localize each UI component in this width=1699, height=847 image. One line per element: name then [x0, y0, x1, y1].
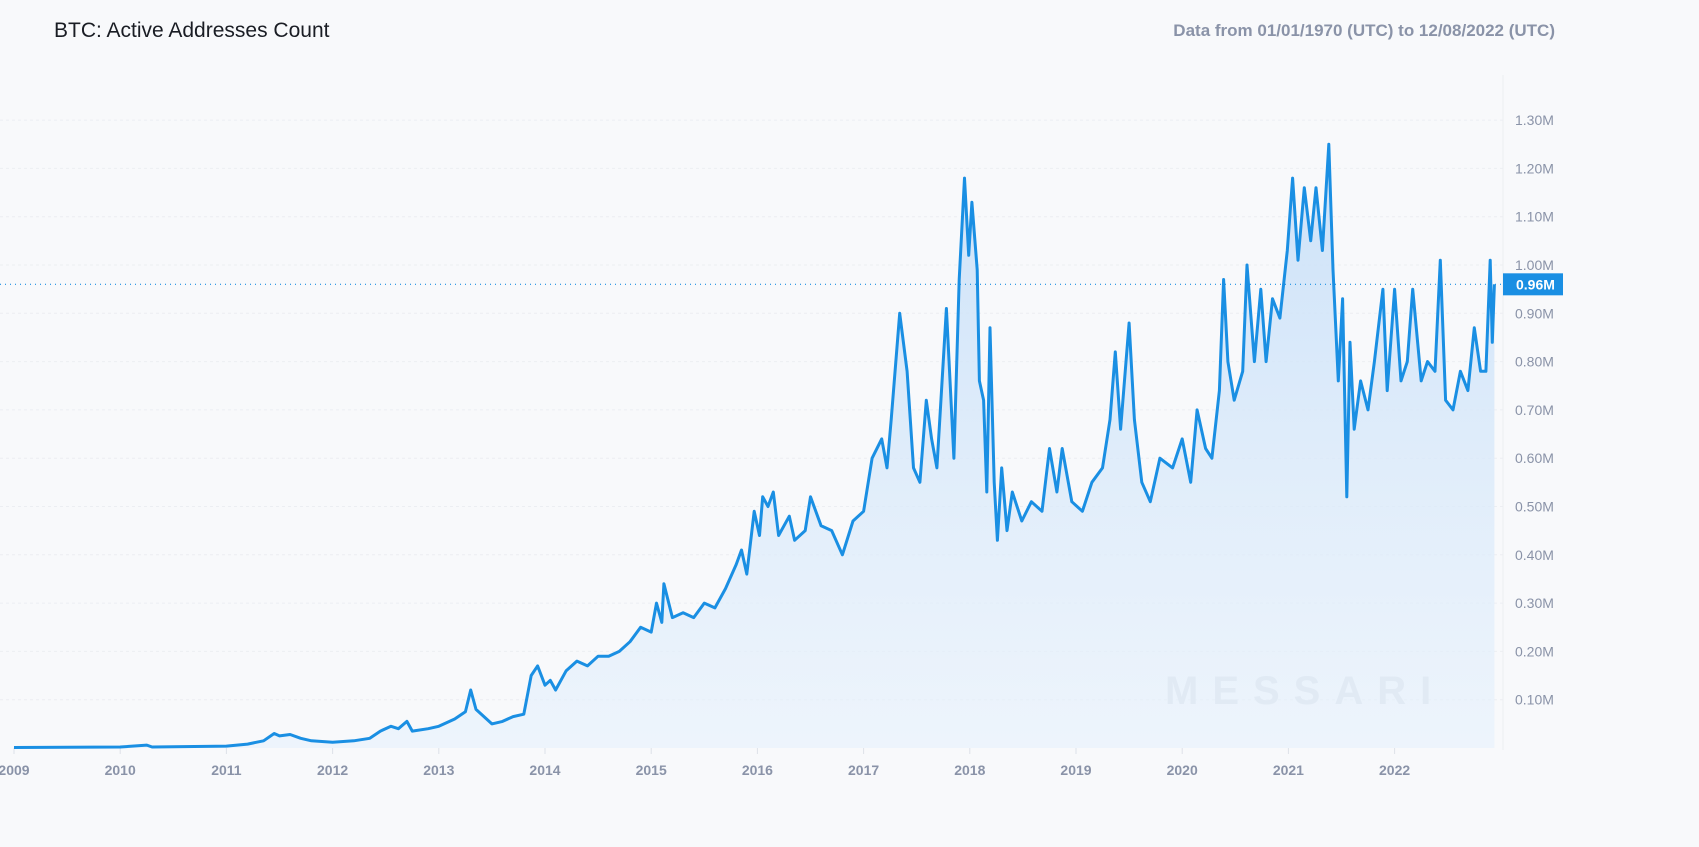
x-tick-label: 2012 — [317, 762, 348, 778]
y-tick-label: 1.20M — [1515, 160, 1554, 176]
y-tick-label: 0.80M — [1515, 354, 1554, 370]
series-line — [13, 142, 1496, 749]
x-tick-label: 2017 — [848, 762, 879, 778]
y-tick-label: 0.20M — [1515, 643, 1554, 659]
x-tick-label: 2021 — [1273, 762, 1304, 778]
y-tick-label: 0.30M — [1515, 595, 1554, 611]
y-tick-label: 1.00M — [1515, 257, 1554, 273]
y-tick-label: 0.40M — [1515, 547, 1554, 563]
y-tick-label: 0.90M — [1515, 305, 1554, 321]
y-tick-label: 1.30M — [1515, 112, 1554, 128]
x-tick-label: 2013 — [423, 762, 454, 778]
y-tick-label: 0.50M — [1515, 499, 1554, 515]
x-tick-label: 2020 — [1167, 762, 1198, 778]
y-tick-label: 0.60M — [1515, 450, 1554, 466]
x-tick-label: 2010 — [105, 762, 136, 778]
x-tick-label: 2014 — [529, 762, 560, 778]
x-tick-label: 2018 — [954, 762, 985, 778]
y-tick-label: 0.10M — [1515, 692, 1554, 708]
area-fill — [14, 144, 1495, 749]
chart-title: BTC: Active Addresses Count — [54, 19, 330, 42]
x-tick-label: 2022 — [1379, 762, 1410, 778]
current-value-badge — [1503, 273, 1563, 296]
x-tick-label: 2016 — [742, 762, 773, 778]
data-range-label: Data from 01/01/1970 (UTC) to 12/08/2022… — [1173, 21, 1555, 40]
y-tick-label: 1.10M — [1515, 209, 1554, 225]
x-tick-label: 2015 — [636, 762, 667, 778]
current-value-label: 0.96M — [1516, 276, 1555, 292]
y-tick-label: 0.70M — [1515, 402, 1554, 418]
x-tick-label: 2009 — [0, 762, 30, 778]
x-tick-label: 2019 — [1060, 762, 1091, 778]
x-tick-label: 2011 — [211, 762, 242, 778]
